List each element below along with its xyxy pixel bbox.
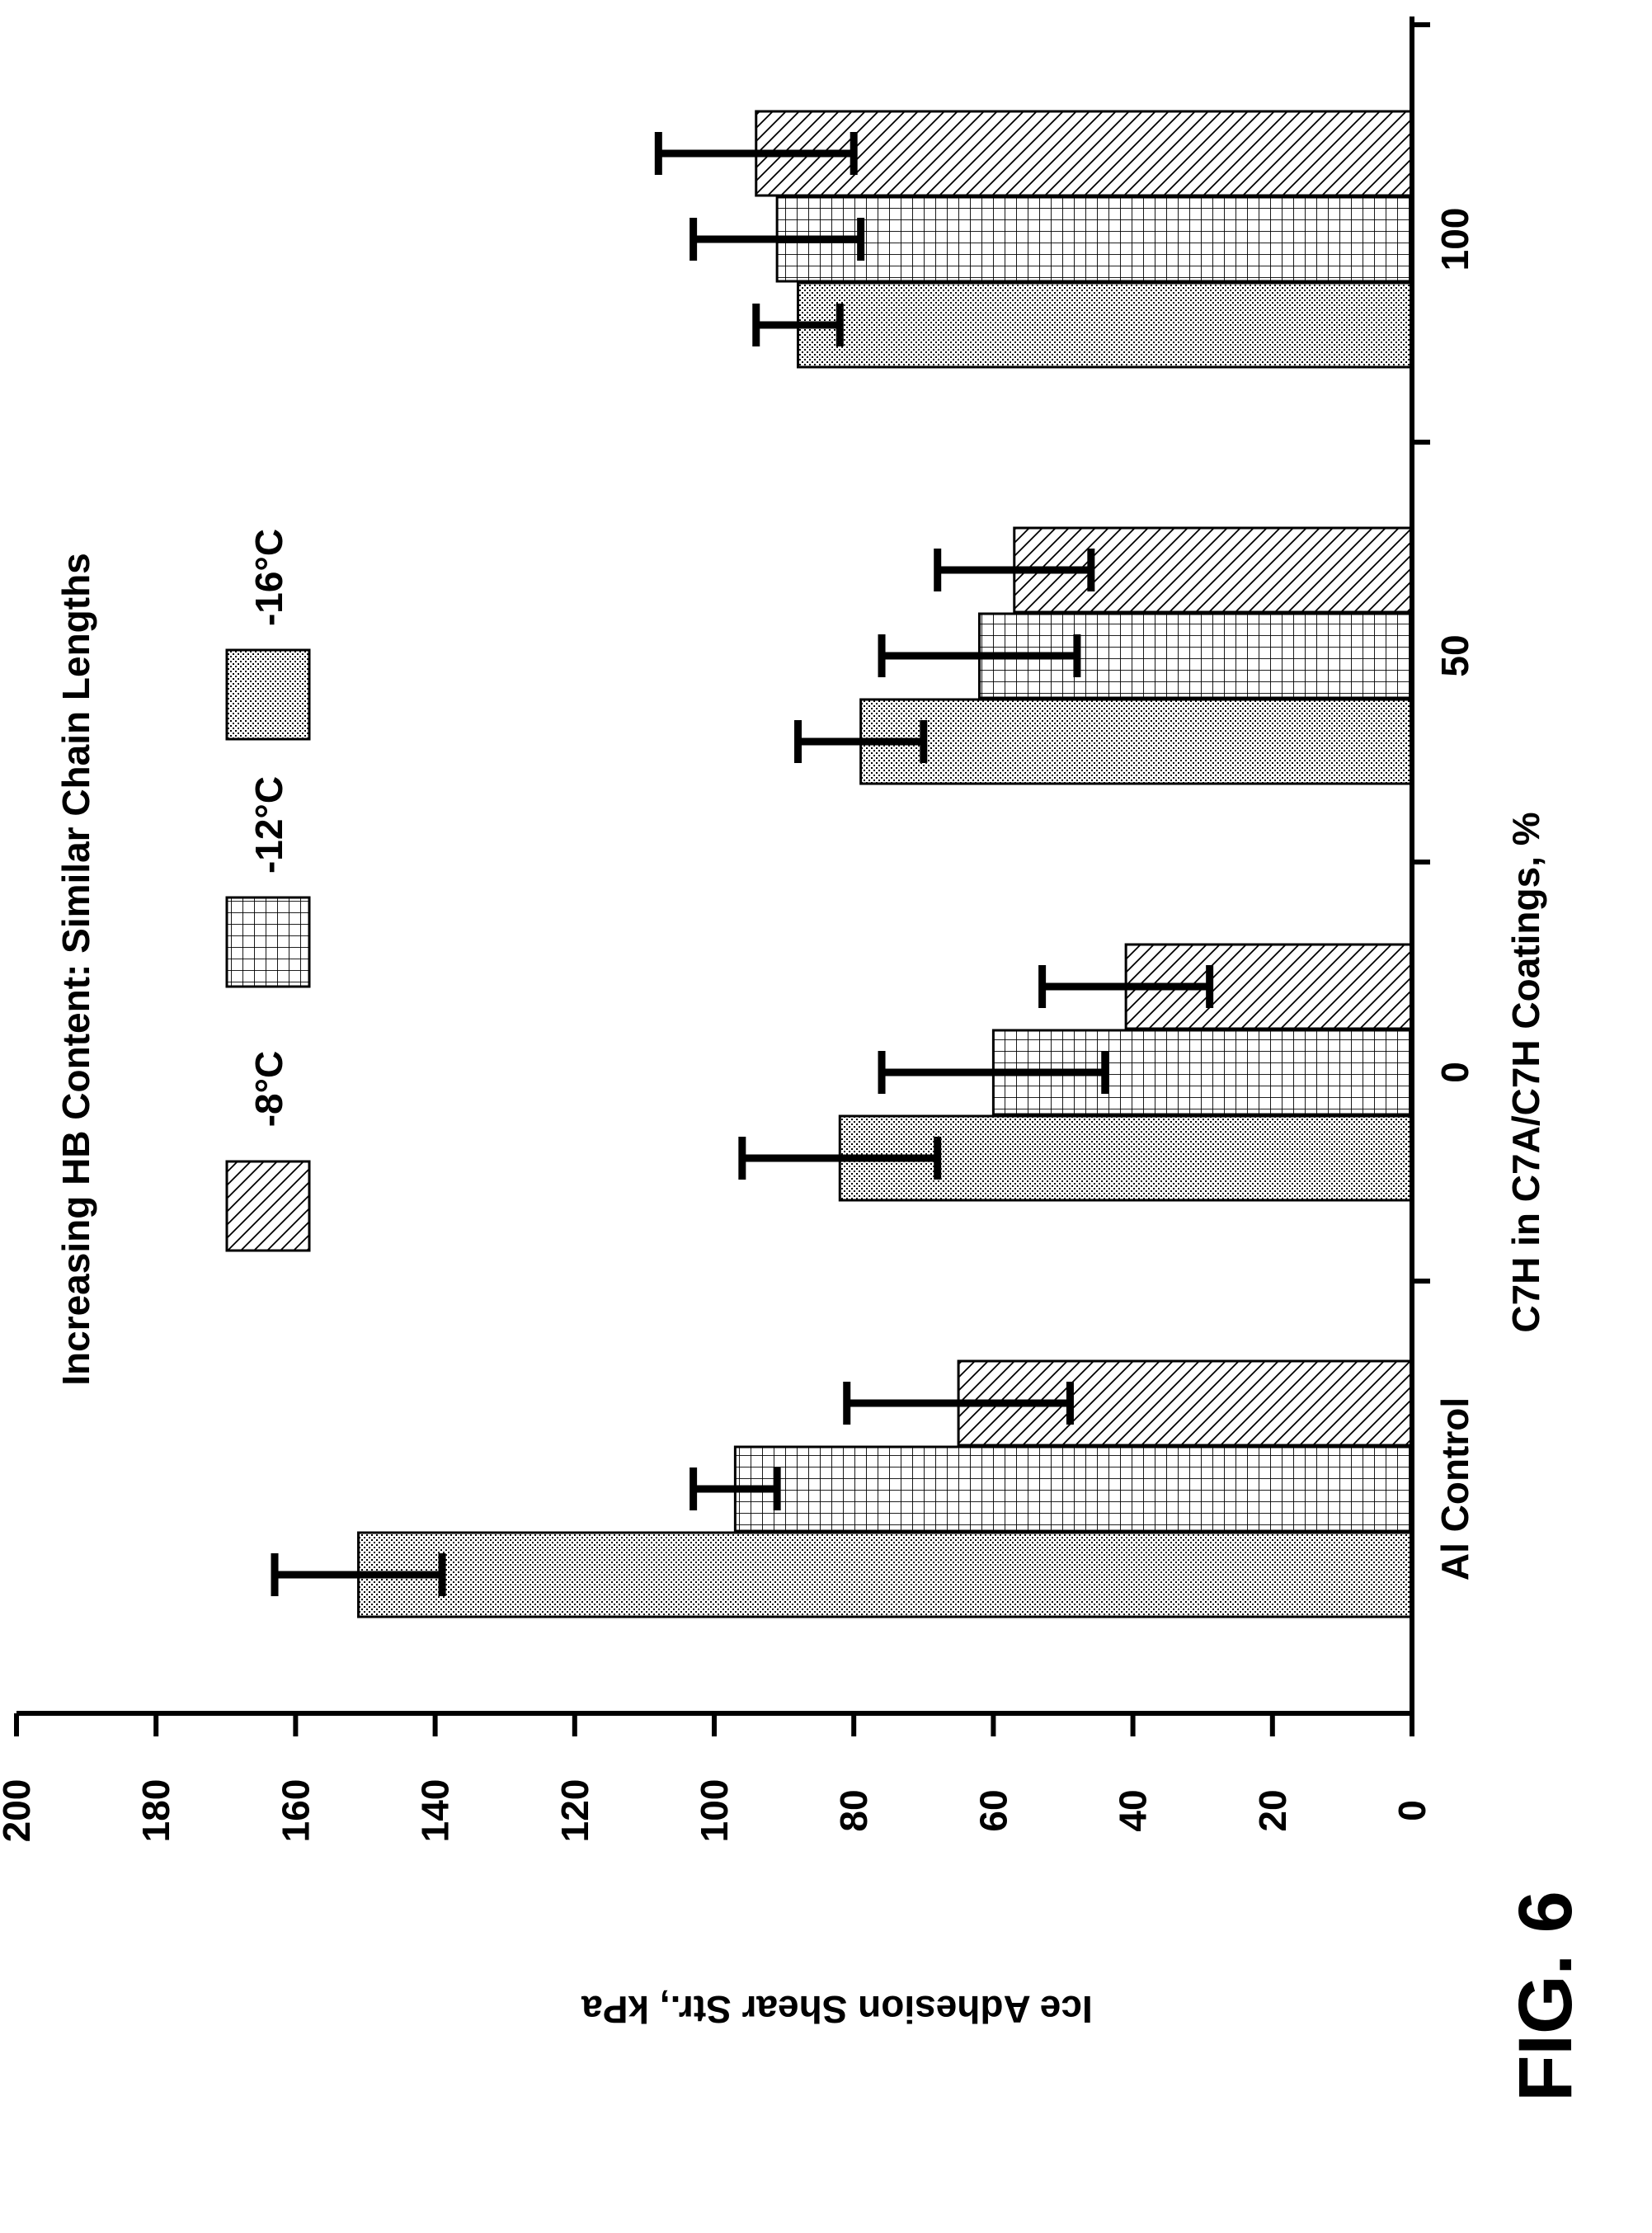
plot-area: Al Control 0 50 100 0 20 40 60 80 100 120 140 160 180… xyxy=(0,16,1547,2031)
legend-swatch-2 xyxy=(225,648,311,741)
error-bar-1-2 xyxy=(738,1137,942,1180)
error-bar-0-2 xyxy=(271,1553,446,1596)
legend-label-1: -12°C xyxy=(247,776,290,874)
error-bar-3-1 xyxy=(690,218,865,261)
error-bar-0-1 xyxy=(690,1467,781,1510)
bar-0-1 xyxy=(733,1445,1414,1533)
category-label-3: 100 xyxy=(1433,208,1476,271)
error-bar-3-0 xyxy=(654,132,858,175)
legend-label-2: -16°C xyxy=(247,529,290,626)
error-bar-2-2 xyxy=(794,720,928,763)
category-label-1: 0 xyxy=(1433,1062,1476,1083)
value-tick-label-1: 20 xyxy=(1251,1789,1294,1831)
value-tick-label-9: 180 xyxy=(134,1779,177,1843)
error-bar-2-0 xyxy=(934,549,1095,591)
value-tick-label-8: 160 xyxy=(274,1779,317,1843)
error-bar-2-1 xyxy=(878,634,1081,677)
y-axis-title: Ice Adhesion Shear Str., kPa xyxy=(581,1988,1093,2031)
value-tick-label-2: 40 xyxy=(1112,1789,1155,1831)
value-tick-label-7: 140 xyxy=(414,1779,457,1843)
error-bar-0-0 xyxy=(843,1382,1074,1425)
legend-label-0: -8°C xyxy=(247,1051,290,1128)
legend-swatch-0 xyxy=(225,1160,311,1252)
value-tick-label-4: 80 xyxy=(832,1789,875,1831)
value-tick-label-3: 60 xyxy=(972,1789,1014,1831)
value-tick-label-5: 100 xyxy=(693,1779,736,1843)
value-tick-label-10: 200 xyxy=(0,1779,38,1843)
bar-3-2 xyxy=(797,281,1414,369)
bar-2-2 xyxy=(859,698,1414,785)
x-axis-title: C7H in C7A/C7H Coatings, % xyxy=(1504,812,1547,1332)
value-tick-label-6: 120 xyxy=(553,1779,596,1843)
figure-label: FIG. 6 xyxy=(1504,1891,1588,2102)
error-bar-1-1 xyxy=(878,1051,1109,1094)
bar-3-1 xyxy=(775,196,1414,283)
legend-swatch-1 xyxy=(225,896,311,988)
value-tick-label-0: 0 xyxy=(1391,1800,1433,1821)
bar-0-2 xyxy=(357,1531,1414,1618)
category-label-0: Al Control xyxy=(1433,1397,1476,1581)
category-label-2: 50 xyxy=(1433,634,1476,676)
error-bar-1-0 xyxy=(1038,965,1214,1008)
error-bar-3-2 xyxy=(752,304,844,346)
chart-title: Increasing HB Content: Similar Chain Len… xyxy=(54,553,97,1386)
